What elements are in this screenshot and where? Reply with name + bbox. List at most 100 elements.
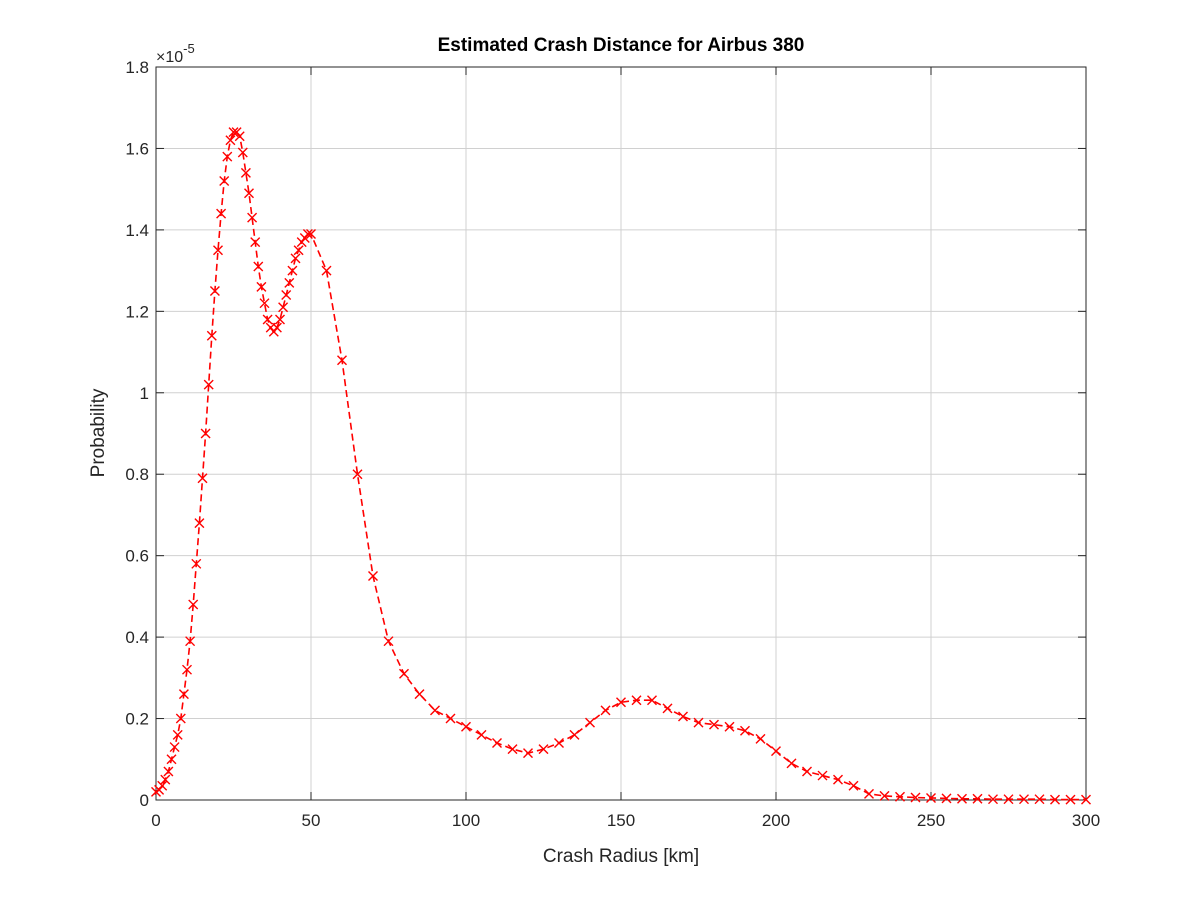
data-point xyxy=(163,766,174,777)
data-point xyxy=(188,599,199,610)
data-point xyxy=(569,729,580,740)
data-point xyxy=(771,746,781,757)
data-point xyxy=(178,689,189,700)
data-point xyxy=(864,788,874,799)
data-point xyxy=(302,228,313,239)
data-point xyxy=(972,793,983,804)
series-layer xyxy=(151,127,1091,805)
data-point xyxy=(337,355,347,366)
y-tick-label: 1.4 xyxy=(125,221,149,240)
data-point xyxy=(206,330,217,341)
data-point xyxy=(445,713,456,724)
data-point xyxy=(293,245,304,256)
data-point xyxy=(1034,794,1045,805)
data-point xyxy=(209,285,220,296)
data-point xyxy=(600,705,611,716)
data-point xyxy=(191,558,202,569)
data-point xyxy=(352,469,363,480)
data-point xyxy=(662,703,673,714)
data-point xyxy=(194,518,205,529)
data-point xyxy=(678,711,688,722)
data-point xyxy=(166,754,177,765)
data-point xyxy=(647,695,657,706)
data-point xyxy=(910,792,921,803)
data-point xyxy=(244,188,254,199)
data-point xyxy=(895,791,905,802)
data-point xyxy=(256,281,267,292)
data-point xyxy=(1019,794,1029,805)
data-point xyxy=(175,713,186,724)
data-point xyxy=(271,322,282,333)
data-point xyxy=(616,697,626,708)
data-point xyxy=(237,147,248,158)
data-point xyxy=(169,742,180,753)
data-point xyxy=(941,793,952,804)
data-point xyxy=(802,766,812,777)
data-point xyxy=(290,253,301,264)
data-point xyxy=(476,729,487,740)
data-point xyxy=(185,636,196,647)
x-tick-label: 200 xyxy=(762,811,790,830)
y-axis-label: Probability xyxy=(88,388,109,477)
data-point xyxy=(234,131,245,142)
data-point xyxy=(262,314,273,325)
y-tick-label: 0.6 xyxy=(125,547,149,566)
chart-title: Estimated Crash Distance for Airbus 380 xyxy=(438,35,805,56)
data-point xyxy=(383,636,394,647)
data-point xyxy=(957,793,967,804)
y-tick-label: 1 xyxy=(140,384,149,403)
x-tick-label: 300 xyxy=(1072,811,1100,830)
data-point xyxy=(259,298,270,309)
data-point xyxy=(278,302,289,313)
data-point xyxy=(240,167,251,178)
axes-layer: 0 50 100 150 200 250 300 0 0.2 0.4 0.6 0.8 1 1.2 1.4 1.… xyxy=(125,58,1100,830)
data-point xyxy=(817,770,828,781)
data-point xyxy=(709,719,719,730)
data-point xyxy=(1065,794,1076,805)
data-point xyxy=(833,774,843,785)
data-point xyxy=(740,725,750,736)
grid-layer xyxy=(155,66,1087,801)
y-tick-label: 0.4 xyxy=(125,628,149,647)
data-point xyxy=(988,794,998,805)
data-point xyxy=(197,473,208,484)
data-point xyxy=(1050,794,1060,805)
data-point xyxy=(228,127,239,138)
data-point xyxy=(172,729,183,740)
data-point xyxy=(523,748,533,759)
y-axis-exponent: ×10-5 xyxy=(156,41,195,66)
data-point xyxy=(848,780,859,791)
data-point xyxy=(321,265,332,276)
data-point xyxy=(284,277,295,288)
data-point xyxy=(216,208,227,219)
y-axis-exponent-base: ×10 xyxy=(156,49,183,66)
data-point xyxy=(399,668,409,679)
data-point xyxy=(414,689,425,700)
data-point xyxy=(755,733,766,744)
data-point xyxy=(430,705,440,716)
data-point xyxy=(461,721,471,732)
data-point xyxy=(250,237,261,248)
y-tick-label: 1.6 xyxy=(125,139,149,158)
y-axis-exponent-power: -5 xyxy=(183,41,195,56)
data-point xyxy=(203,379,214,390)
data-point xyxy=(368,571,378,582)
data-point xyxy=(538,744,549,755)
data-point xyxy=(219,176,230,187)
data-point xyxy=(306,228,316,239)
label-layer: Estimated Crash Distance for Airbus 380 … xyxy=(88,35,804,867)
data-point xyxy=(253,261,264,272)
data-point xyxy=(160,774,171,785)
y-tick-label: 1.2 xyxy=(125,302,149,321)
data-point xyxy=(182,664,192,675)
data-point xyxy=(492,737,502,748)
y-tick-label: 0.8 xyxy=(125,465,149,484)
data-point xyxy=(585,717,595,728)
x-tick-label: 150 xyxy=(607,811,635,830)
x-tick-label: 0 xyxy=(151,811,160,830)
data-point xyxy=(1003,794,1014,805)
x-tick-label: 100 xyxy=(452,811,480,830)
data-point xyxy=(247,212,258,223)
data-point xyxy=(287,265,298,276)
